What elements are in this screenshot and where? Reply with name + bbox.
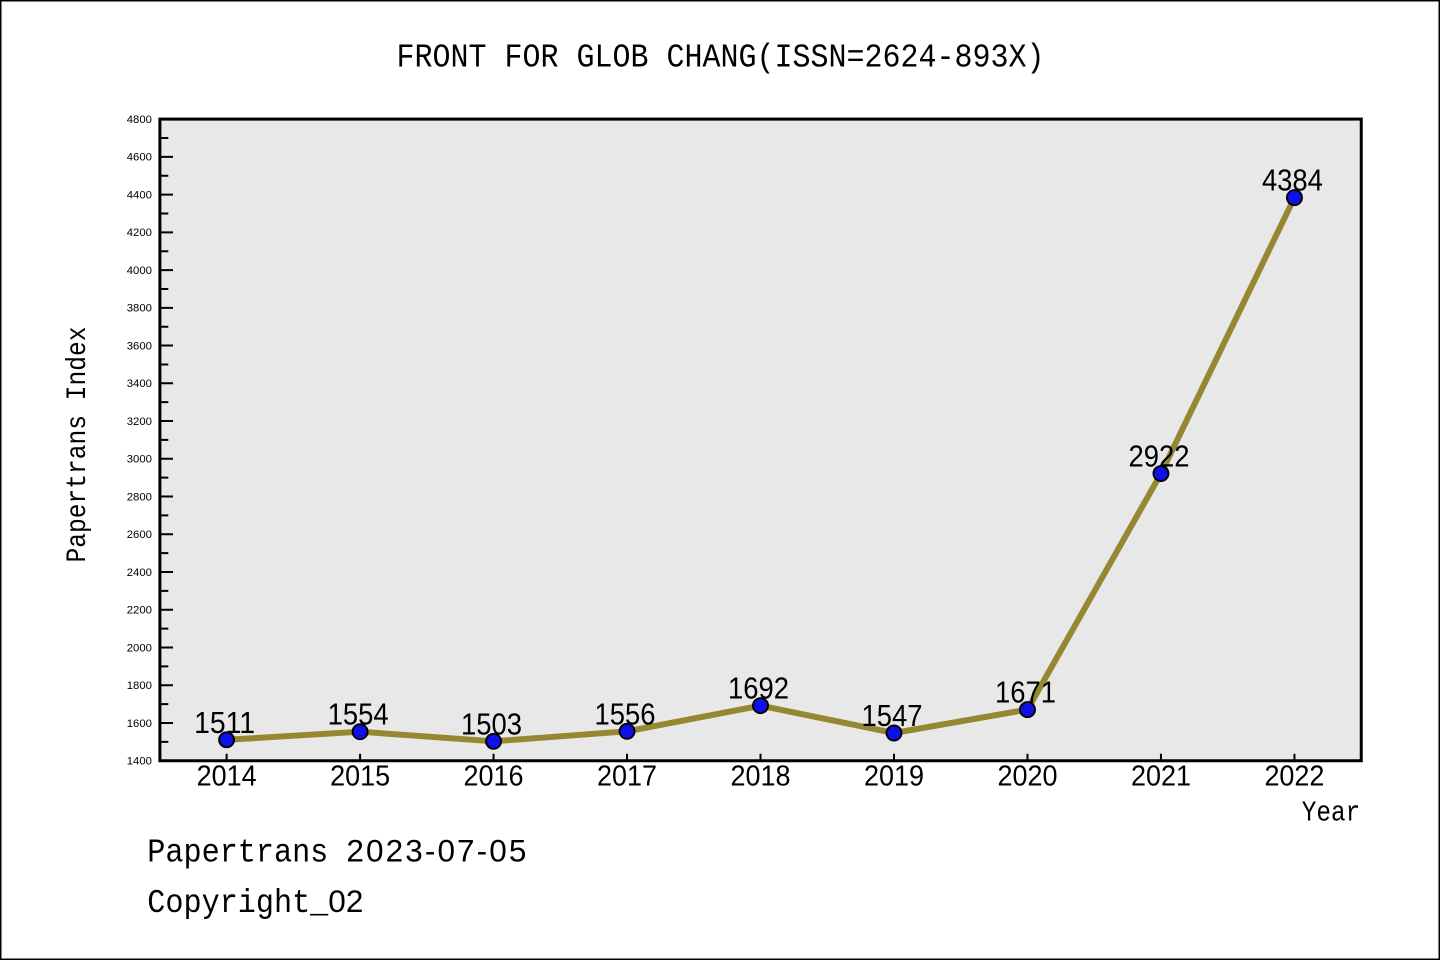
svg-text:1554: 1554 bbox=[328, 698, 389, 732]
svg-text:2021: 2021 bbox=[1131, 761, 1191, 793]
svg-text:1671: 1671 bbox=[995, 676, 1056, 710]
svg-text:2200: 2200 bbox=[127, 605, 152, 617]
svg-text:1511: 1511 bbox=[194, 706, 255, 740]
svg-text:1800: 1800 bbox=[127, 680, 152, 692]
svg-text:4800: 4800 bbox=[127, 114, 152, 126]
svg-text:Copyright_: Copyright_ bbox=[147, 885, 328, 922]
svg-text:2016: 2016 bbox=[464, 761, 524, 793]
svg-text:1400: 1400 bbox=[127, 756, 152, 768]
svg-text:FRONT FOR GLOB CHANG(ISSN=2624: FRONT FOR GLOB CHANG(ISSN=2624-893X) bbox=[397, 40, 1045, 77]
svg-text:2019: 2019 bbox=[864, 761, 924, 793]
svg-text:Papertrans Index: Papertrans Index bbox=[63, 327, 94, 563]
svg-text:2022: 2022 bbox=[1264, 761, 1324, 793]
svg-text:2020: 2020 bbox=[997, 761, 1057, 793]
svg-text:3800: 3800 bbox=[127, 303, 152, 315]
svg-text:3400: 3400 bbox=[127, 378, 152, 390]
svg-text:4400: 4400 bbox=[127, 189, 152, 201]
svg-text:2922: 2922 bbox=[1128, 440, 1189, 474]
svg-text:4600: 4600 bbox=[127, 152, 152, 164]
svg-text:3600: 3600 bbox=[127, 340, 152, 352]
svg-text:1556: 1556 bbox=[595, 697, 656, 731]
svg-text:4000: 4000 bbox=[127, 265, 152, 277]
svg-text:1600: 1600 bbox=[127, 718, 152, 730]
svg-text:Papertrans: Papertrans bbox=[147, 835, 328, 872]
svg-text:Year: Year bbox=[1302, 797, 1361, 830]
svg-text:4384: 4384 bbox=[1262, 164, 1323, 198]
svg-text:3000: 3000 bbox=[127, 454, 152, 466]
svg-text:2018: 2018 bbox=[731, 761, 791, 793]
svg-text:2400: 2400 bbox=[127, 567, 152, 579]
svg-text:4200: 4200 bbox=[127, 227, 152, 239]
svg-text:2017: 2017 bbox=[597, 761, 657, 793]
svg-text:2015: 2015 bbox=[330, 761, 390, 793]
svg-text:2800: 2800 bbox=[127, 491, 152, 503]
svg-text:02: 02 bbox=[328, 883, 363, 919]
svg-text:3200: 3200 bbox=[127, 416, 152, 428]
svg-text:2600: 2600 bbox=[127, 529, 152, 541]
svg-text:1692: 1692 bbox=[728, 672, 789, 706]
svg-text:1503: 1503 bbox=[461, 707, 522, 741]
svg-text:1547: 1547 bbox=[862, 699, 923, 733]
svg-text:2000: 2000 bbox=[127, 642, 152, 654]
svg-text:2014: 2014 bbox=[197, 761, 257, 793]
